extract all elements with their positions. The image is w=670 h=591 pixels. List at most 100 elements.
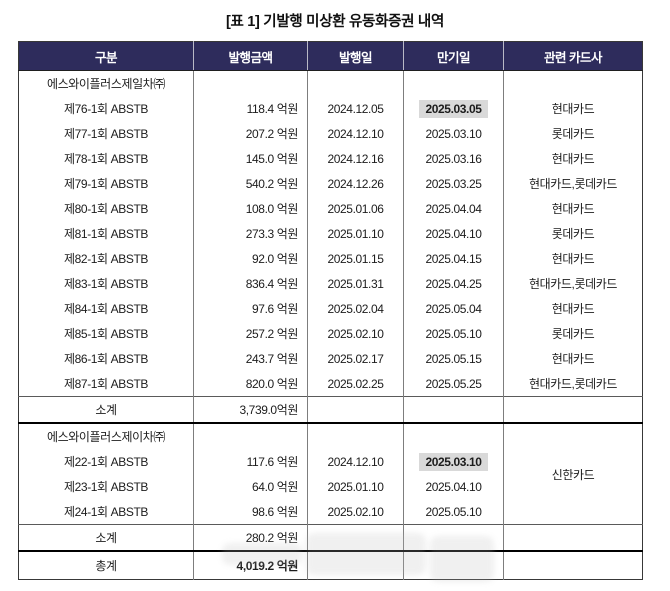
maturity-highlight: 2025.03.05: [419, 99, 488, 118]
cell-card: 현대카드: [503, 96, 643, 121]
cell-card: 현대카드: [503, 196, 643, 221]
data-row: 제84-1회 ABSTB 97.6 억원 2025.02.04 2025.05.04 현…: [19, 296, 643, 321]
empty-cell: [403, 423, 504, 449]
cell-amount: 98.6 억원: [193, 499, 308, 525]
subtotal-row: 소계 3,739.0억원: [18, 396, 643, 424]
cell-issue-date: 2025.01.31: [307, 271, 404, 296]
empty-cell: [403, 524, 504, 552]
securities-table: 구분 발행금액 발행일 만기일 관련 카드사 에스와이플러스제일차㈜ 제76-1회…: [18, 41, 643, 580]
cell-card: 현대카드: [503, 146, 643, 171]
col-header-card-company: 관련 카드사: [503, 41, 643, 71]
empty-cell: [503, 70, 643, 96]
cell-maturity-date: 2025.03.16: [403, 146, 504, 171]
cell-amount: 540.2 억원: [193, 171, 308, 196]
cell-category: 제22-1회 ABSTB: [64, 455, 148, 469]
data-row: 제83-1회 ABSTB 836.4 억원 2025.01.31 2025.04.25…: [19, 271, 643, 296]
cell-category: 제84-1회 ABSTB: [64, 302, 148, 316]
empty-cell: [503, 524, 643, 552]
empty-cell: [403, 551, 504, 580]
cell-maturity-date: 2025.05.25: [403, 371, 504, 397]
cell-amount: 118.4 억원: [193, 96, 308, 121]
data-row: 제81-1회 ABSTB 273.3 억원 2025.01.10 2025.04.10…: [19, 221, 643, 246]
cell-maturity-date: 2025.04.10: [403, 221, 504, 246]
cell-maturity-date: 2025.03.10: [403, 121, 504, 146]
header-row: 구분 발행금액 발행일 만기일 관련 카드사: [18, 41, 643, 71]
cell-card: 현대카드: [503, 346, 643, 371]
section-company: 에스와이플러스제일차㈜: [46, 77, 165, 91]
cell-maturity-date: 2025.03.05: [403, 96, 504, 121]
cell-category: 제78-1회 ABSTB: [64, 152, 148, 166]
data-row: 제86-1회 ABSTB 243.7 억원 2025.02.17 2025.05.15…: [19, 346, 643, 371]
cell-maturity-date: 2025.05.15: [403, 346, 504, 371]
subtotal-amount: 280.2 억원: [193, 524, 308, 552]
section-header-row: 에스와이플러스제일차㈜: [19, 70, 643, 96]
subtotal-label: 소계: [18, 524, 194, 552]
cell-issue-date: 2025.02.25: [307, 371, 404, 397]
cell-issue-date: 2025.02.04: [307, 296, 404, 321]
cell-card: 현대카드: [503, 296, 643, 321]
cell-card: 롯데카드: [503, 321, 643, 346]
empty-cell: [503, 551, 643, 580]
subtotal-amount: 3,739.0억원: [193, 396, 308, 424]
cell-category: 제80-1회 ABSTB: [64, 202, 148, 216]
empty-cell: [307, 524, 404, 552]
cell-card: 현대카드,롯데카드: [503, 171, 643, 196]
cell-amount: 64.0 억원: [193, 474, 308, 499]
cell-category: 제83-1회 ABSTB: [64, 277, 148, 291]
data-row: 제24-1회 ABSTB 98.6 억원 2025.02.10 2025.05.10: [19, 499, 643, 525]
cell-amount: 92.0 억원: [193, 246, 308, 271]
merged-card-cell: 신한카드: [503, 423, 643, 525]
cell-amount: 820.0 억원: [193, 371, 308, 397]
cell-category: 제24-1회 ABSTB: [64, 505, 148, 519]
cell-issue-date: 2024.12.10: [307, 449, 404, 474]
col-header-issue-date: 발행일: [307, 41, 404, 71]
total-label: 총계: [95, 559, 117, 573]
cell-amount: 836.4 억원: [193, 271, 308, 296]
subtotal-label: 소계: [18, 396, 194, 424]
cell-amount: 108.0 억원: [193, 196, 308, 221]
cell-category: 제86-1회 ABSTB: [64, 352, 148, 366]
cell-maturity-date: 2025.05.04: [403, 296, 504, 321]
data-row: 제76-1회 ABSTB 118.4 억원 2024.12.05 2025.03.05…: [19, 96, 643, 121]
col-header-maturity: 만기일: [403, 41, 504, 71]
cell-issue-date: 2025.02.17: [307, 346, 404, 371]
cell-issue-date: 2024.12.05: [307, 96, 404, 121]
cell-maturity-date: 2025.03.10: [403, 449, 504, 474]
empty-cell: [193, 423, 308, 449]
cell-maturity-date: 2025.05.10: [403, 321, 504, 346]
cell-maturity-date: 2025.04.15: [403, 246, 504, 271]
data-row: 제82-1회 ABSTB 92.0 억원 2025.01.15 2025.04.15 현…: [19, 246, 643, 271]
col-header-amount: 발행금액: [193, 41, 308, 71]
data-row: 제78-1회 ABSTB 145.0 억원 2024.12.16 2025.03.16…: [19, 146, 643, 171]
cell-category: 제76-1회 ABSTB: [64, 102, 148, 116]
cell-issue-date: 2025.01.15: [307, 246, 404, 271]
table-title: [표 1] 기발행 미상환 유동화증권 내역: [225, 14, 445, 30]
data-row: 제22-1회 ABSTB 117.6 억원 2024.12.10 2025.03.10: [19, 449, 643, 474]
total-amount: 4,019.2 억원: [193, 551, 308, 580]
cell-amount: 97.6 억원: [193, 296, 308, 321]
cell-issue-date: 2024.12.10: [307, 121, 404, 146]
cell-category: 제23-1회 ABSTB: [64, 480, 148, 494]
empty-cell: [307, 396, 404, 424]
empty-cell: [403, 396, 504, 424]
cell-amount: 243.7 억원: [193, 346, 308, 371]
cell-category: 제85-1회 ABSTB: [64, 327, 148, 341]
data-row: 제77-1회 ABSTB 207.2 억원 2024.12.10 2025.03.10…: [19, 121, 643, 146]
data-row: 제87-1회 ABSTB 820.0 억원 2025.02.25 2025.05.25…: [19, 371, 643, 397]
table-header: 구분 발행금액 발행일 만기일 관련 카드사: [18, 41, 643, 71]
empty-cell: [307, 423, 404, 449]
empty-cell: [403, 70, 504, 96]
total-row: 총계 4,019.2 억원: [19, 551, 643, 580]
cell-card: 현대카드,롯데카드: [503, 271, 643, 296]
cell-maturity-date: 2025.03.25: [403, 171, 504, 196]
section-header-row: 에스와이플러스제이차㈜ 신한카드: [19, 423, 643, 525]
cell-issue-date: 2025.01.06: [307, 196, 404, 221]
cell-issue-date: 2025.02.10: [307, 499, 404, 525]
cell-card: 현대카드: [503, 246, 643, 271]
cell-amount: 207.2 억원: [193, 121, 308, 146]
empty-cell: [193, 70, 308, 96]
cell-category: 제81-1회 ABSTB: [64, 227, 148, 241]
cell-category: 제77-1회 ABSTB: [64, 127, 148, 141]
empty-cell: [503, 396, 643, 424]
